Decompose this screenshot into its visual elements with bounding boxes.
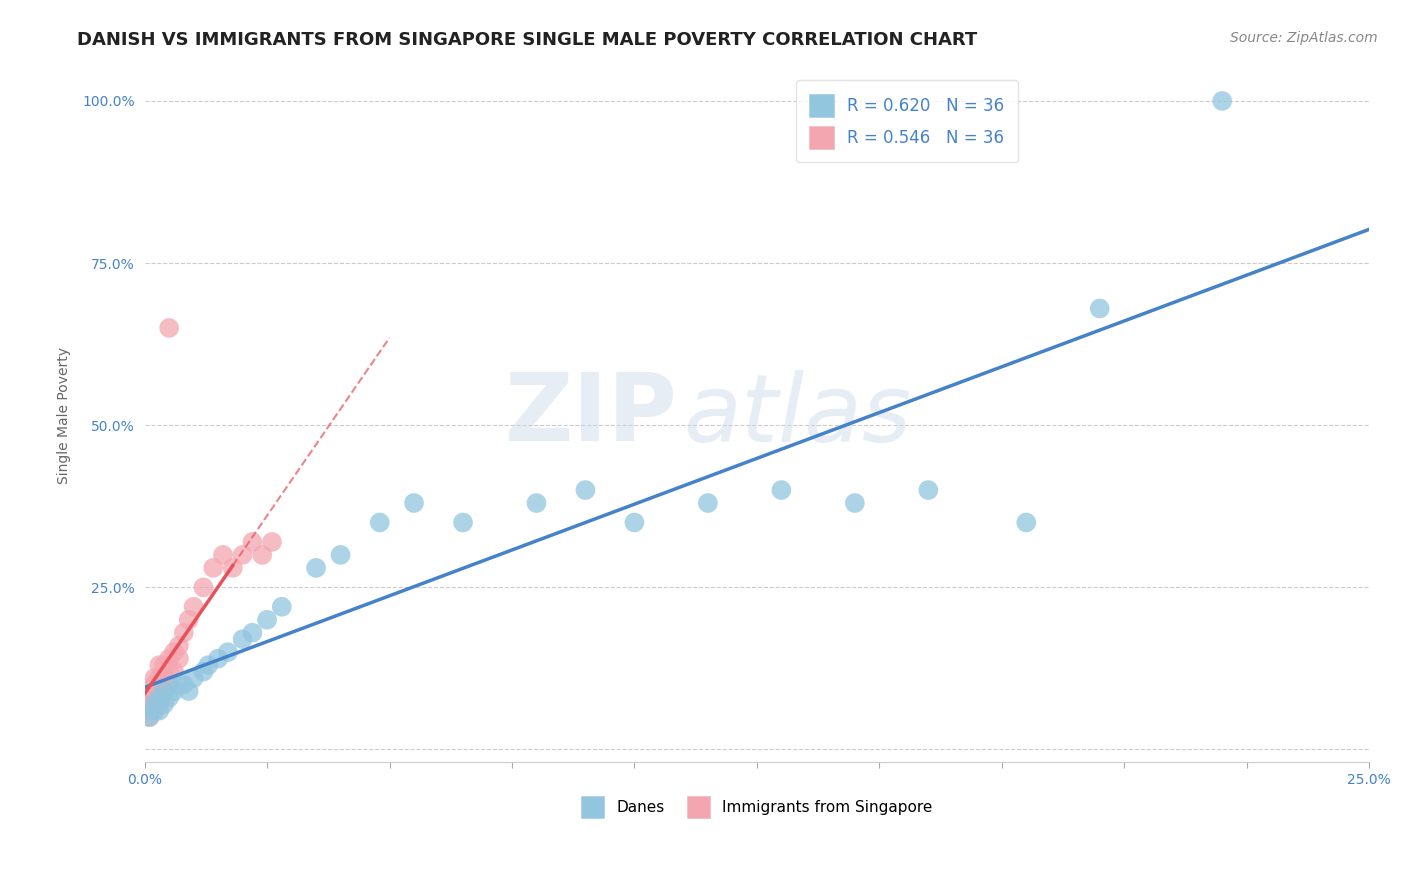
Point — [270, 599, 292, 614]
Point — [148, 697, 170, 711]
Text: DANISH VS IMMIGRANTS FROM SINGAPORE SINGLE MALE POVERTY CORRELATION CHART: DANISH VS IMMIGRANTS FROM SINGAPORE SING… — [77, 31, 977, 49]
Point — [217, 645, 239, 659]
Point — [232, 632, 254, 647]
Point — [574, 483, 596, 497]
Point — [232, 548, 254, 562]
Point — [197, 658, 219, 673]
Point — [143, 678, 166, 692]
Point — [138, 704, 160, 718]
Point — [163, 665, 186, 679]
Point — [163, 684, 186, 698]
Point — [143, 697, 166, 711]
Point — [329, 548, 352, 562]
Point — [148, 658, 170, 673]
Point — [143, 704, 166, 718]
Point — [138, 697, 160, 711]
Point — [305, 561, 328, 575]
Text: Source: ZipAtlas.com: Source: ZipAtlas.com — [1230, 31, 1378, 45]
Point — [242, 625, 264, 640]
Point — [696, 496, 718, 510]
Point — [138, 710, 160, 724]
Point — [138, 690, 160, 705]
Point — [153, 684, 176, 698]
Point — [222, 561, 245, 575]
Point — [451, 516, 474, 530]
Point — [163, 645, 186, 659]
Point — [157, 651, 180, 665]
Point — [770, 483, 793, 497]
Point — [148, 704, 170, 718]
Point — [193, 580, 215, 594]
Text: ZIP: ZIP — [505, 369, 678, 461]
Point — [177, 684, 200, 698]
Point — [250, 548, 273, 562]
Text: atlas: atlas — [683, 370, 911, 461]
Point — [173, 625, 195, 640]
Point — [157, 665, 180, 679]
Point — [844, 496, 866, 510]
Point — [917, 483, 939, 497]
Legend: Danes, Immigrants from Singapore: Danes, Immigrants from Singapore — [575, 790, 939, 824]
Point — [1088, 301, 1111, 316]
Point — [1211, 94, 1233, 108]
Point — [153, 671, 176, 685]
Point — [260, 535, 283, 549]
Point — [157, 678, 180, 692]
Point — [148, 684, 170, 698]
Point — [153, 658, 176, 673]
Point — [167, 651, 190, 665]
Point — [143, 697, 166, 711]
Point — [202, 561, 225, 575]
Point — [526, 496, 548, 510]
Point — [157, 321, 180, 335]
Point — [143, 704, 166, 718]
Point — [148, 690, 170, 705]
Point — [256, 613, 278, 627]
Point — [1015, 516, 1038, 530]
Point — [153, 697, 176, 711]
Point — [212, 548, 235, 562]
Point — [183, 671, 205, 685]
Y-axis label: Single Male Poverty: Single Male Poverty — [58, 347, 72, 484]
Point — [623, 516, 645, 530]
Point — [173, 678, 195, 692]
Point — [368, 516, 391, 530]
Point — [143, 690, 166, 705]
Point — [153, 684, 176, 698]
Point — [167, 678, 190, 692]
Point — [242, 535, 264, 549]
Point — [207, 651, 229, 665]
Point — [402, 496, 425, 510]
Point — [193, 665, 215, 679]
Point — [138, 710, 160, 724]
Point — [157, 690, 180, 705]
Point — [167, 639, 190, 653]
Point — [177, 613, 200, 627]
Point — [143, 671, 166, 685]
Point — [148, 690, 170, 705]
Point — [148, 671, 170, 685]
Point — [183, 599, 205, 614]
